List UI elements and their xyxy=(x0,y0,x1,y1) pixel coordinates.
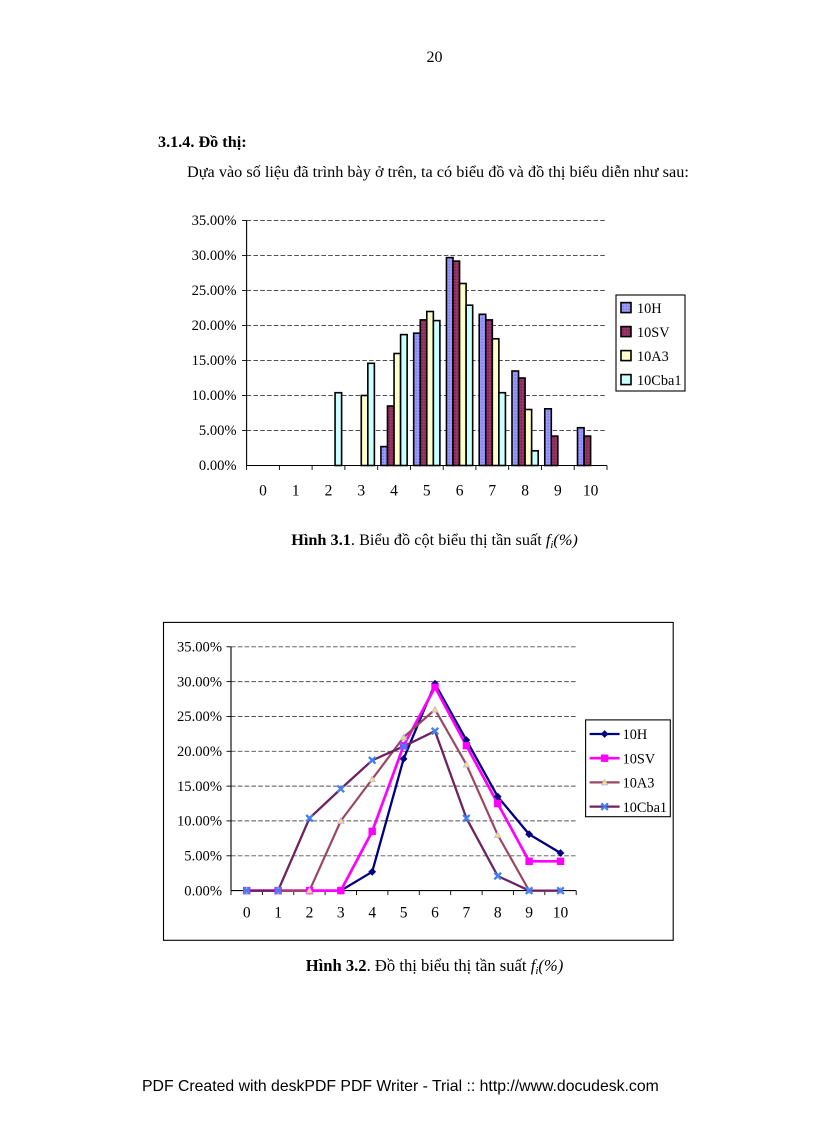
svg-text:10: 10 xyxy=(583,483,599,500)
svg-text:10: 10 xyxy=(553,905,569,922)
svg-text:5.00%: 5.00% xyxy=(199,423,237,439)
svg-text:2: 2 xyxy=(306,905,314,922)
svg-text:6: 6 xyxy=(431,905,439,922)
svg-text:10SV: 10SV xyxy=(637,325,670,341)
svg-text:5: 5 xyxy=(423,483,431,500)
svg-text:0: 0 xyxy=(259,483,267,500)
svg-text:0.00%: 0.00% xyxy=(199,458,237,474)
svg-text:10H: 10H xyxy=(637,301,662,317)
svg-text:7: 7 xyxy=(463,905,471,922)
svg-text:15.00%: 15.00% xyxy=(177,779,222,795)
svg-text:5: 5 xyxy=(400,905,408,922)
svg-text:10.00%: 10.00% xyxy=(177,814,222,830)
svg-text:8: 8 xyxy=(521,483,529,500)
svg-text:1: 1 xyxy=(292,483,300,500)
svg-text:3: 3 xyxy=(337,905,345,922)
svg-text:7: 7 xyxy=(488,483,496,500)
svg-text:3: 3 xyxy=(357,483,365,500)
svg-text:10A3: 10A3 xyxy=(637,349,669,365)
svg-text:0: 0 xyxy=(243,905,251,922)
svg-text:5.00%: 5.00% xyxy=(184,849,222,865)
svg-text:10Cba1: 10Cba1 xyxy=(623,800,667,816)
svg-text:10H: 10H xyxy=(623,727,648,743)
svg-text:10A3: 10A3 xyxy=(623,776,655,792)
svg-text:9: 9 xyxy=(525,905,533,922)
svg-text:4: 4 xyxy=(368,905,376,922)
svg-text:30.00%: 30.00% xyxy=(192,248,237,264)
svg-text:0.00%: 0.00% xyxy=(184,883,222,899)
svg-text:25.00%: 25.00% xyxy=(177,709,222,725)
svg-text:1: 1 xyxy=(274,905,282,922)
svg-text:15.00%: 15.00% xyxy=(192,353,237,369)
svg-text:10Cba1: 10Cba1 xyxy=(637,373,681,389)
svg-text:30.00%: 30.00% xyxy=(177,674,222,690)
svg-text:20.00%: 20.00% xyxy=(177,744,222,760)
svg-text:10.00%: 10.00% xyxy=(192,388,237,404)
svg-text:6: 6 xyxy=(456,483,464,500)
svg-text:35.00%: 35.00% xyxy=(177,640,222,656)
svg-text:20.00%: 20.00% xyxy=(192,318,237,334)
svg-text:25.00%: 25.00% xyxy=(192,283,237,299)
svg-text:4: 4 xyxy=(390,483,398,500)
svg-text:9: 9 xyxy=(554,483,562,500)
svg-text:8: 8 xyxy=(494,905,502,922)
svg-text:35.00%: 35.00% xyxy=(192,213,237,229)
svg-text:2: 2 xyxy=(325,483,333,500)
svg-text:10SV: 10SV xyxy=(623,751,656,767)
